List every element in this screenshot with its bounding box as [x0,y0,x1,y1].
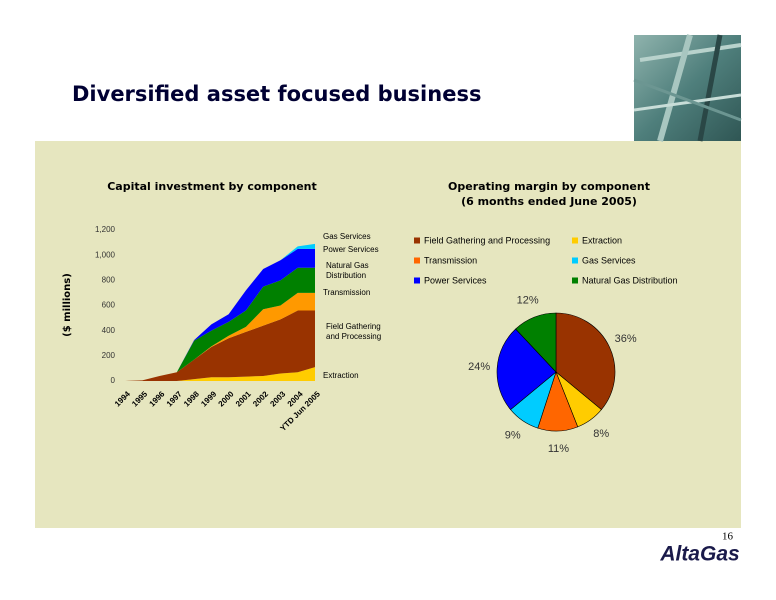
header-photo [633,34,742,142]
legend-swatch [414,257,420,264]
series-label: Extraction [323,371,359,380]
area [125,310,315,381]
data-label: 36% [615,333,637,345]
legend-label: Power Services [424,275,487,285]
area [125,367,315,381]
content-panel [35,141,741,528]
legend-swatch [414,277,420,284]
y-tick-label: 600 [102,301,116,310]
logo: AltaGas [659,543,739,566]
series-label: Transmission [323,288,371,297]
legend-label: Natural Gas Distribution [582,275,678,285]
pie-slice [515,312,557,373]
page-number: 16 [722,531,734,543]
pie-slice [496,328,557,411]
legend-label: Extraction [582,235,622,245]
area [125,292,315,381]
area [125,267,315,381]
data-label: 8% [593,428,609,440]
data-label: 11% [548,443,569,455]
chart-title: Capital investment by component [107,180,317,193]
legend-swatch [572,257,578,264]
series-label: Gas Services [323,232,371,241]
series-label: Natural Gas Distribution [326,261,369,280]
y-tick-label: 400 [102,326,116,335]
area [125,248,315,381]
y-tick-label: 200 [102,351,116,360]
data-label: 24% [468,361,490,373]
y-tick-label: 1,000 [95,250,116,259]
y-tick-label: 800 [102,275,116,284]
data-label: 9% [505,430,521,442]
series-label: Field Gathering and Processing [326,322,382,341]
slide-title: Diversified asset focused business [72,82,481,106]
data-label: 12% [517,294,539,306]
legend-label: Field Gathering and Processing [424,235,550,245]
legend-label: Transmission [424,255,477,265]
pie-slice [555,312,616,411]
y-tick-label: 1,200 [95,225,116,234]
y-axis-label: ($ millions) [62,273,73,337]
legend-label: Gas Services [582,255,636,265]
legend-swatch [572,277,578,284]
chart-title: Operating margin by component [448,180,650,193]
chart-subtitle: (6 months ended June 2005) [461,195,637,208]
legend-swatch [572,237,578,244]
y-tick-label: 0 [111,376,116,385]
legend-swatch [414,237,420,244]
series-label: Power Services [323,245,379,254]
